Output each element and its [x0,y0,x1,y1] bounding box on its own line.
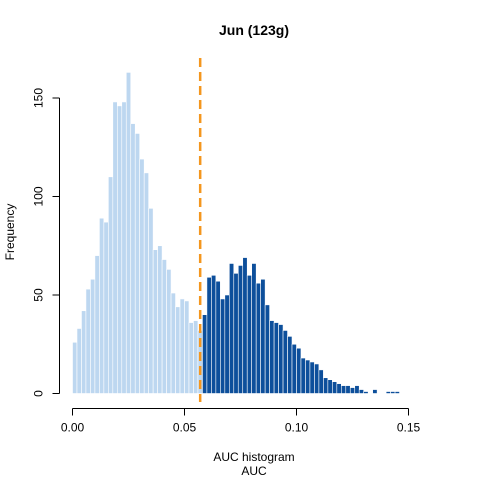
histogram-bar [207,277,211,393]
histogram-bar [283,330,287,393]
histogram-bar [332,382,336,394]
y-tick-label: 50 [32,288,46,302]
histogram-bar [189,323,193,394]
histogram-bar [185,301,189,394]
histogram-bar [171,293,175,393]
histogram-bar [238,265,242,393]
histogram-bar [386,392,390,394]
histogram-bar [108,177,112,394]
histogram-bar [359,390,363,394]
histogram-bar [81,311,85,394]
histogram-bar [149,208,153,393]
histogram-bar [261,279,265,393]
histogram-bar [364,392,368,394]
y-tick-label: 150 [32,88,46,108]
histogram-bar [305,360,309,393]
histogram-bar [113,102,117,394]
histogram-bar [140,159,144,393]
histogram-bar [117,106,121,394]
histogram-bar [202,315,206,394]
x-tick-label: 0.10 [285,421,309,435]
x-axis: 0.00 0.05 0.10 0.15 [61,409,421,435]
x-tick-label: 0.15 [397,421,421,435]
y-axis-label: Frequency [3,204,17,261]
histogram-bar [180,299,184,394]
histogram-bar [328,380,332,394]
histogram-bar [229,263,233,393]
histogram-bar [323,378,327,394]
histogram-bar [341,386,345,394]
histogram-bar [355,386,359,394]
histogram-bar [391,392,395,394]
histogram-bar [373,390,377,394]
x-axis-sublabel: AUC [241,464,267,478]
histogram-bar [270,321,274,394]
histogram-bar [176,307,180,394]
histogram-bar [256,283,260,393]
y-axis: 0 50 100 150 [32,88,60,397]
histogram-bar [135,133,139,393]
histogram-bar [310,362,314,394]
y-tick-label: 0 [32,390,46,397]
histogram-bar [279,325,283,394]
histogram-bar [77,328,81,393]
histogram-bar [234,273,238,393]
histogram-bar [288,336,292,393]
histogram-bar [350,388,354,394]
histogram-bar [162,260,166,394]
histogram-bar [122,102,126,394]
histogram-bar [167,269,171,393]
histogram-bar [95,256,99,394]
histogram-bars [73,72,400,393]
histogram-bar [99,218,103,393]
y-tick-label: 100 [32,186,46,206]
histogram-bar [319,370,323,394]
x-tick-label: 0.05 [173,421,197,435]
histogram-bar [104,222,108,393]
histogram-bar [131,124,135,394]
histogram-bar [211,275,215,393]
histogram-bar [395,392,399,394]
histogram-bar [243,258,247,394]
histogram-bar [73,342,77,393]
histogram-bar [126,72,130,393]
histogram-bar [158,246,162,394]
histogram-bar [193,321,197,394]
chart-title: Jun (123g) [219,22,289,38]
histogram-bar [225,295,229,394]
histogram-bar [90,279,94,393]
histogram-bar [247,275,251,393]
histogram-bar [144,173,148,394]
histogram-bar [337,384,341,394]
histogram-bar [274,323,278,394]
histogram-bar [265,305,269,394]
histogram-bar [301,358,305,393]
histogram-bar [153,250,157,394]
histogram-bar [297,348,301,393]
histogram-bar [314,364,318,394]
histogram-bar [216,281,220,393]
x-axis-label: AUC histogram [213,450,294,464]
histogram-bar [346,386,350,394]
x-tick-label: 0.00 [61,421,85,435]
histogram-bar [292,344,296,393]
histogram-bar [86,289,90,393]
histogram-bar [220,299,224,394]
histogram-bar [252,263,256,393]
